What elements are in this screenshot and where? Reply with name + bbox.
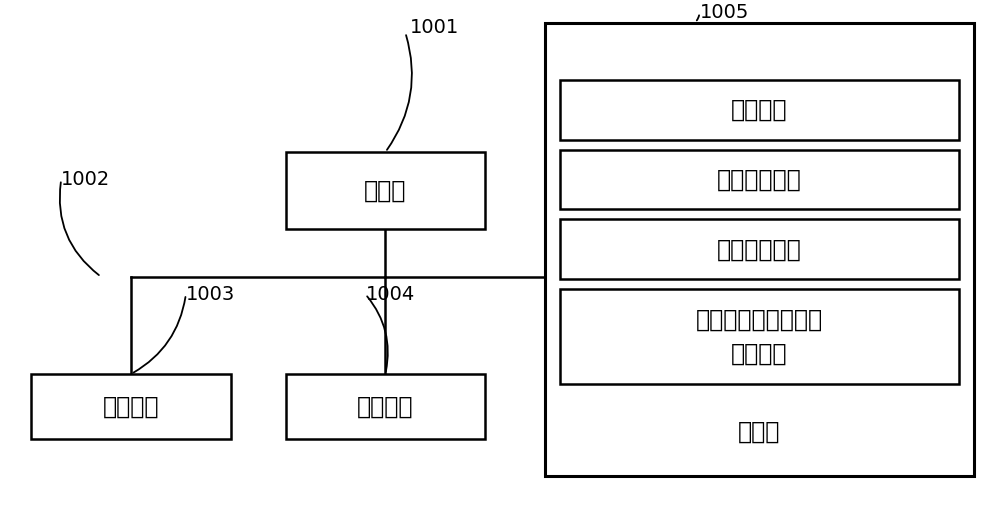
Text: 网络接口: 网络接口 <box>357 394 414 419</box>
Text: 颗粒捕集器捕集效率
监测程序: 颗粒捕集器捕集效率 监测程序 <box>696 308 823 365</box>
Bar <box>560 149 959 210</box>
Text: 1001: 1001 <box>410 18 460 37</box>
Text: 操作系统: 操作系统 <box>731 98 788 122</box>
Text: 用户接口模块: 用户接口模块 <box>717 237 802 262</box>
Bar <box>560 289 959 384</box>
Text: 1004: 1004 <box>365 285 415 304</box>
Bar <box>286 374 485 439</box>
Text: 1002: 1002 <box>61 170 110 189</box>
Text: 1005: 1005 <box>699 3 749 22</box>
Bar <box>560 80 959 140</box>
Text: 用户接口: 用户接口 <box>103 394 159 419</box>
Text: 存储器: 存储器 <box>738 419 780 443</box>
Bar <box>31 374 231 439</box>
Bar <box>560 220 959 279</box>
Bar <box>286 152 485 229</box>
Bar <box>545 23 974 476</box>
Text: 网络通信模块: 网络通信模块 <box>717 168 802 191</box>
Text: 1003: 1003 <box>186 285 235 304</box>
Text: 处理器: 处理器 <box>364 179 407 203</box>
